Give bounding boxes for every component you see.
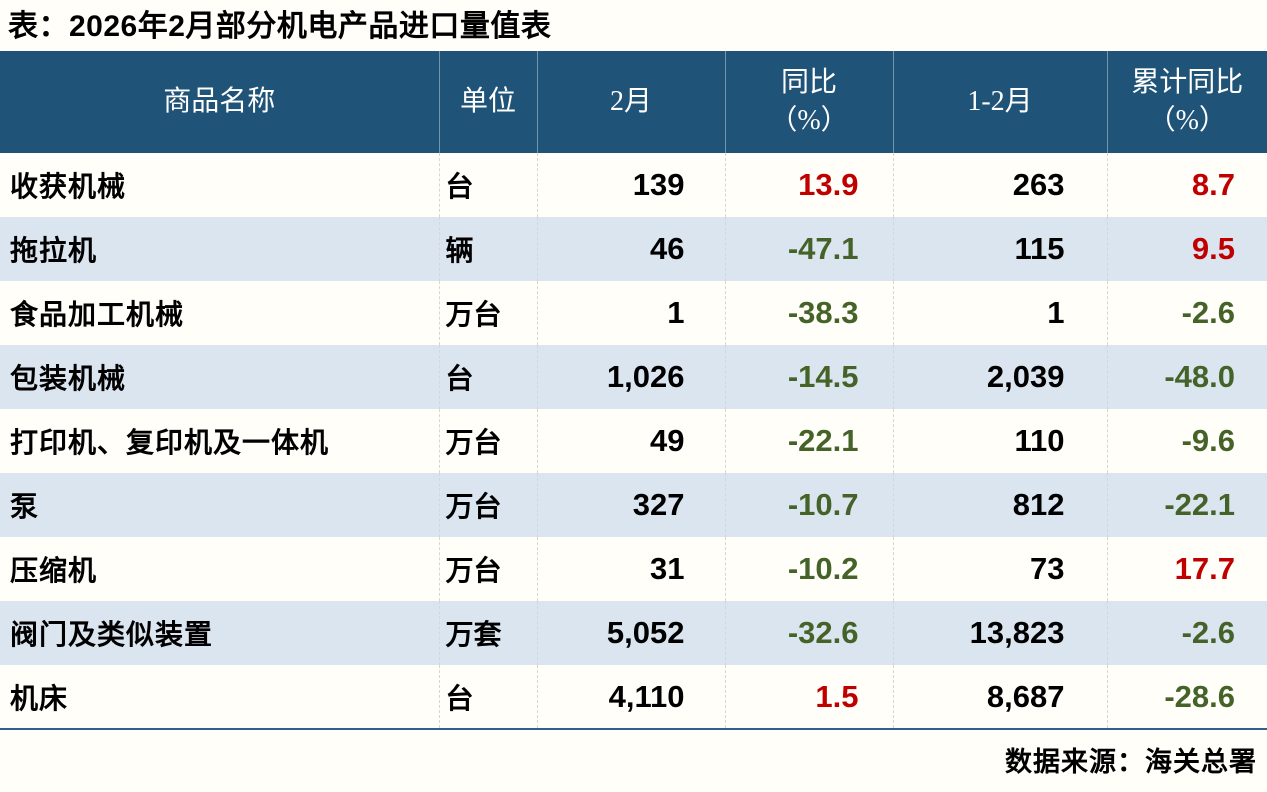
cum-yoy-cell: 8.7 <box>1107 153 1267 217</box>
table-row: 机床 台 4,110 1.5 8,687 -28.6 <box>0 665 1267 729</box>
cum-yoy-cell: -2.6 <box>1107 281 1267 345</box>
col-header-yoy: 同比 （%） <box>725 51 894 153</box>
feb-value-cell: 1,026 <box>537 345 726 409</box>
yoy-cell: -10.7 <box>725 473 894 537</box>
unit-cell: 台 <box>439 665 538 729</box>
header-row: 商品名称 单位 2月 同比 （%） 1-2月 累计同比 （%） <box>0 51 1267 153</box>
unit-cell: 万台 <box>439 409 538 473</box>
col-header-feb: 2月 <box>537 51 726 153</box>
jan-feb-value-cell: 812 <box>893 473 1108 537</box>
unit-cell: 万台 <box>439 281 538 345</box>
product-name-cell: 泵 <box>0 473 440 537</box>
unit-cell: 辆 <box>439 217 538 281</box>
data-source-note: 数据来源：海关总署 <box>1005 747 1257 777</box>
feb-value-cell: 139 <box>537 153 726 217</box>
product-name-cell: 压缩机 <box>0 537 440 601</box>
table-row: 包装机械 台 1,026 -14.5 2,039 -48.0 <box>0 345 1267 409</box>
jan-feb-value-cell: 1 <box>893 281 1108 345</box>
product-name-cell: 拖拉机 <box>0 217 440 281</box>
yoy-cell: 13.9 <box>725 153 894 217</box>
product-name-cell: 包装机械 <box>0 345 440 409</box>
cum-yoy-cell: -9.6 <box>1107 409 1267 473</box>
col-header-cum-yoy-line1: 累计同比 <box>1131 67 1244 99</box>
cum-yoy-cell: -28.6 <box>1107 665 1267 729</box>
cum-yoy-cell: -22.1 <box>1107 473 1267 537</box>
table-title: 表：2026年2月部分机电产品进口量值表 <box>8 10 552 43</box>
import-data-table: 商品名称 单位 2月 同比 （%） 1-2月 累计同比 （%） 收获机械 台 1… <box>0 51 1267 730</box>
yoy-cell: -32.6 <box>725 601 894 665</box>
feb-value-cell: 1 <box>537 281 726 345</box>
product-name-cell: 阀门及类似装置 <box>0 601 440 665</box>
table-row: 收获机械 台 139 13.9 263 8.7 <box>0 153 1267 217</box>
product-name-cell: 收获机械 <box>0 153 440 217</box>
product-name-cell: 打印机、复印机及一体机 <box>0 409 440 473</box>
table-row: 拖拉机 辆 46 -47.1 115 9.5 <box>0 217 1267 281</box>
jan-feb-value-cell: 2,039 <box>893 345 1108 409</box>
col-header-cum-yoy-line2: （%） <box>1147 105 1227 136</box>
col-header-yoy-line1: 同比 <box>780 67 837 99</box>
table-row: 食品加工机械 万台 1 -38.3 1 -2.6 <box>0 281 1267 345</box>
feb-value-cell: 327 <box>537 473 726 537</box>
cum-yoy-cell: 17.7 <box>1107 537 1267 601</box>
jan-feb-value-cell: 263 <box>893 153 1108 217</box>
col-header-jan-feb: 1-2月 <box>893 51 1108 153</box>
table-row: 打印机、复印机及一体机 万台 49 -22.1 110 -9.6 <box>0 409 1267 473</box>
yoy-cell: 1.5 <box>725 665 894 729</box>
jan-feb-value-cell: 110 <box>893 409 1108 473</box>
feb-value-cell: 5,052 <box>537 601 726 665</box>
product-name-cell: 食品加工机械 <box>0 281 440 345</box>
yoy-cell: -22.1 <box>725 409 894 473</box>
unit-cell: 万台 <box>439 537 538 601</box>
unit-cell: 万台 <box>439 473 538 537</box>
col-header-cum-yoy: 累计同比 （%） <box>1107 51 1267 153</box>
col-header-product-name: 商品名称 <box>0 51 440 153</box>
jan-feb-value-cell: 13,823 <box>893 601 1108 665</box>
cum-yoy-cell: -48.0 <box>1107 345 1267 409</box>
cum-yoy-cell: -2.6 <box>1107 601 1267 665</box>
yoy-cell: -38.3 <box>725 281 894 345</box>
jan-feb-value-cell: 73 <box>893 537 1108 601</box>
table-row: 泵 万台 327 -10.7 812 -22.1 <box>0 473 1267 537</box>
yoy-cell: -10.2 <box>725 537 894 601</box>
cum-yoy-cell: 9.5 <box>1107 217 1267 281</box>
feb-value-cell: 4,110 <box>537 665 726 729</box>
unit-cell: 台 <box>439 153 538 217</box>
yoy-cell: -47.1 <box>725 217 894 281</box>
col-header-yoy-line2: （%） <box>769 105 849 136</box>
feb-value-cell: 31 <box>537 537 726 601</box>
col-header-unit: 单位 <box>439 51 538 153</box>
unit-cell: 台 <box>439 345 538 409</box>
table-row: 压缩机 万台 31 -10.2 73 17.7 <box>0 537 1267 601</box>
product-name-cell: 机床 <box>0 665 440 729</box>
jan-feb-value-cell: 8,687 <box>893 665 1108 729</box>
unit-cell: 万套 <box>439 601 538 665</box>
feb-value-cell: 49 <box>537 409 726 473</box>
jan-feb-value-cell: 115 <box>893 217 1108 281</box>
yoy-cell: -14.5 <box>725 345 894 409</box>
table-row: 阀门及类似装置 万套 5,052 -32.6 13,823 -2.6 <box>0 601 1267 665</box>
feb-value-cell: 46 <box>537 217 726 281</box>
